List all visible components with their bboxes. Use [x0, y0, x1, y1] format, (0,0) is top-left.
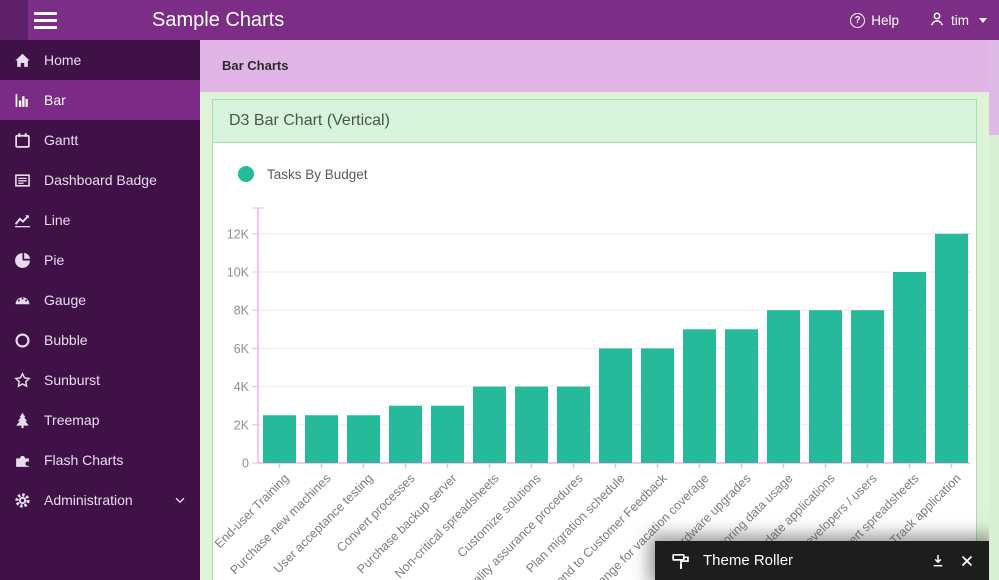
- y-tick-label: 6K: [234, 342, 250, 356]
- breadcrumb: Bar Charts: [200, 40, 989, 92]
- user-name: tim: [951, 12, 969, 28]
- help-icon: ?: [850, 12, 866, 28]
- x-tick-label: End-user Training: [212, 471, 292, 551]
- help-button[interactable]: ? Help: [850, 12, 899, 28]
- chart-panel: D3 Bar Chart (Vertical) Tasks By Budget: [212, 99, 977, 580]
- bubble-icon: [14, 332, 31, 349]
- panel-title: D3 Bar Chart (Vertical): [213, 100, 976, 143]
- y-tick-label: 0: [242, 457, 249, 471]
- top-header: Sample Charts ? Help tim: [0, 0, 999, 40]
- bar-14[interactable]: [851, 310, 884, 463]
- x-tick-label: Convert processes: [334, 471, 418, 555]
- sidebar-item-label: Home: [44, 52, 82, 68]
- theme-roller-actions: [930, 553, 975, 569]
- theme-roller-panel[interactable]: Theme Roller: [655, 541, 989, 580]
- bar-6[interactable]: [515, 386, 548, 463]
- pie-chart-icon: [14, 252, 31, 269]
- sidebar-item-dashboard-badge[interactable]: Dashboard Badge: [0, 160, 200, 200]
- bar-4[interactable]: [431, 405, 464, 463]
- user-menu-button[interactable]: tim: [929, 11, 987, 30]
- theme-roller-title: Theme Roller: [703, 552, 794, 569]
- bar-5[interactable]: [473, 386, 506, 463]
- bar-10[interactable]: [683, 329, 716, 463]
- help-label: Help: [871, 12, 899, 28]
- sidebar-item-label: Gauge: [44, 292, 87, 308]
- sidebar-item-administration[interactable]: Administration: [0, 480, 200, 520]
- line-chart-icon: [14, 212, 31, 229]
- sidebar-item-gauge[interactable]: Gauge: [0, 280, 200, 320]
- caret-down-icon: [979, 17, 987, 23]
- bar-chart-icon: [14, 92, 31, 109]
- bar-7[interactable]: [557, 386, 590, 463]
- puzzle-icon: [14, 452, 31, 469]
- sidebar-item-label: Dashboard Badge: [44, 172, 157, 188]
- bar-8[interactable]: [599, 348, 632, 463]
- user-icon: [929, 11, 945, 30]
- legend-marker: [238, 166, 254, 182]
- sidebar-item-label: Flash Charts: [44, 452, 124, 468]
- bar-3[interactable]: [389, 405, 422, 463]
- sidebar-item-bar[interactable]: Bar: [0, 80, 200, 120]
- page-title: Bar Charts: [222, 58, 289, 73]
- gauge-icon: [14, 292, 31, 309]
- scrollbar-track[interactable]: [989, 40, 999, 580]
- sidebar-item-label: Bubble: [44, 332, 88, 348]
- chevron-down-icon: [173, 493, 187, 507]
- bar-2[interactable]: [347, 415, 380, 463]
- sidebar-item-home[interactable]: Home: [0, 40, 200, 80]
- home-icon: [14, 52, 31, 69]
- bar-12[interactable]: [767, 310, 800, 463]
- x-tick-label: Track application: [887, 471, 963, 547]
- sidebar-item-treemap[interactable]: Treemap: [0, 400, 200, 440]
- sidebar-item-pie[interactable]: Pie: [0, 240, 200, 280]
- badge-list-icon: [14, 172, 31, 189]
- sidebar-item-label: Line: [44, 212, 71, 228]
- sidebar-item-label: Sunburst: [44, 372, 101, 388]
- bar-0[interactable]: [263, 415, 296, 463]
- sidebar-item-line[interactable]: Line: [0, 200, 200, 240]
- sidebar-item-bubble[interactable]: Bubble: [0, 320, 200, 360]
- y-tick-label: 4K: [234, 380, 250, 394]
- sunburst-star-icon: [14, 371, 31, 389]
- bar-11[interactable]: [725, 329, 758, 463]
- scrollbar-thumb[interactable]: [989, 40, 999, 135]
- sidebar-item-label: Pie: [44, 252, 65, 268]
- close-icon[interactable]: [959, 553, 975, 569]
- header-left-strip: [0, 0, 28, 40]
- legend-label: Tasks By Budget: [267, 166, 368, 182]
- bar-16[interactable]: [935, 233, 968, 463]
- download-icon[interactable]: [930, 553, 946, 569]
- bar-13[interactable]: [809, 310, 842, 463]
- bar-1[interactable]: [305, 415, 338, 463]
- y-tick-label: 12K: [227, 227, 250, 241]
- calendar-icon: [14, 132, 31, 149]
- sidebar-item-label: Gantt: [44, 132, 79, 148]
- sidebar-item-label: Administration: [44, 492, 133, 508]
- bar-15[interactable]: [893, 272, 926, 463]
- bar-9[interactable]: [641, 348, 674, 463]
- hamburger-menu-icon[interactable]: [34, 12, 57, 33]
- paint-roller-icon: [672, 552, 690, 570]
- bar-series: [263, 233, 968, 463]
- treemap-tree-icon: [14, 412, 31, 429]
- sidebar-nav: Home Bar Gantt Dashboard Badge Line Pie Gauge B…: [0, 40, 200, 580]
- sidebar-item-sunburst[interactable]: Sunburst: [0, 360, 200, 400]
- y-tick-label: 2K: [234, 418, 250, 432]
- y-tick-label: 8K: [234, 304, 250, 318]
- sidebar-item-label: Bar: [44, 92, 66, 108]
- sidebar-item-gantt[interactable]: Gantt: [0, 120, 200, 160]
- app-title: Sample Charts: [152, 9, 285, 31]
- header-actions: ? Help tim: [850, 0, 987, 40]
- sidebar-item-flash-charts[interactable]: Flash Charts: [0, 440, 200, 480]
- y-tick-label: 10K: [227, 266, 250, 280]
- sidebar-item-label: Treemap: [44, 412, 100, 428]
- gear-icon: [14, 492, 31, 509]
- chart-legend[interactable]: Tasks By Budget: [238, 166, 368, 182]
